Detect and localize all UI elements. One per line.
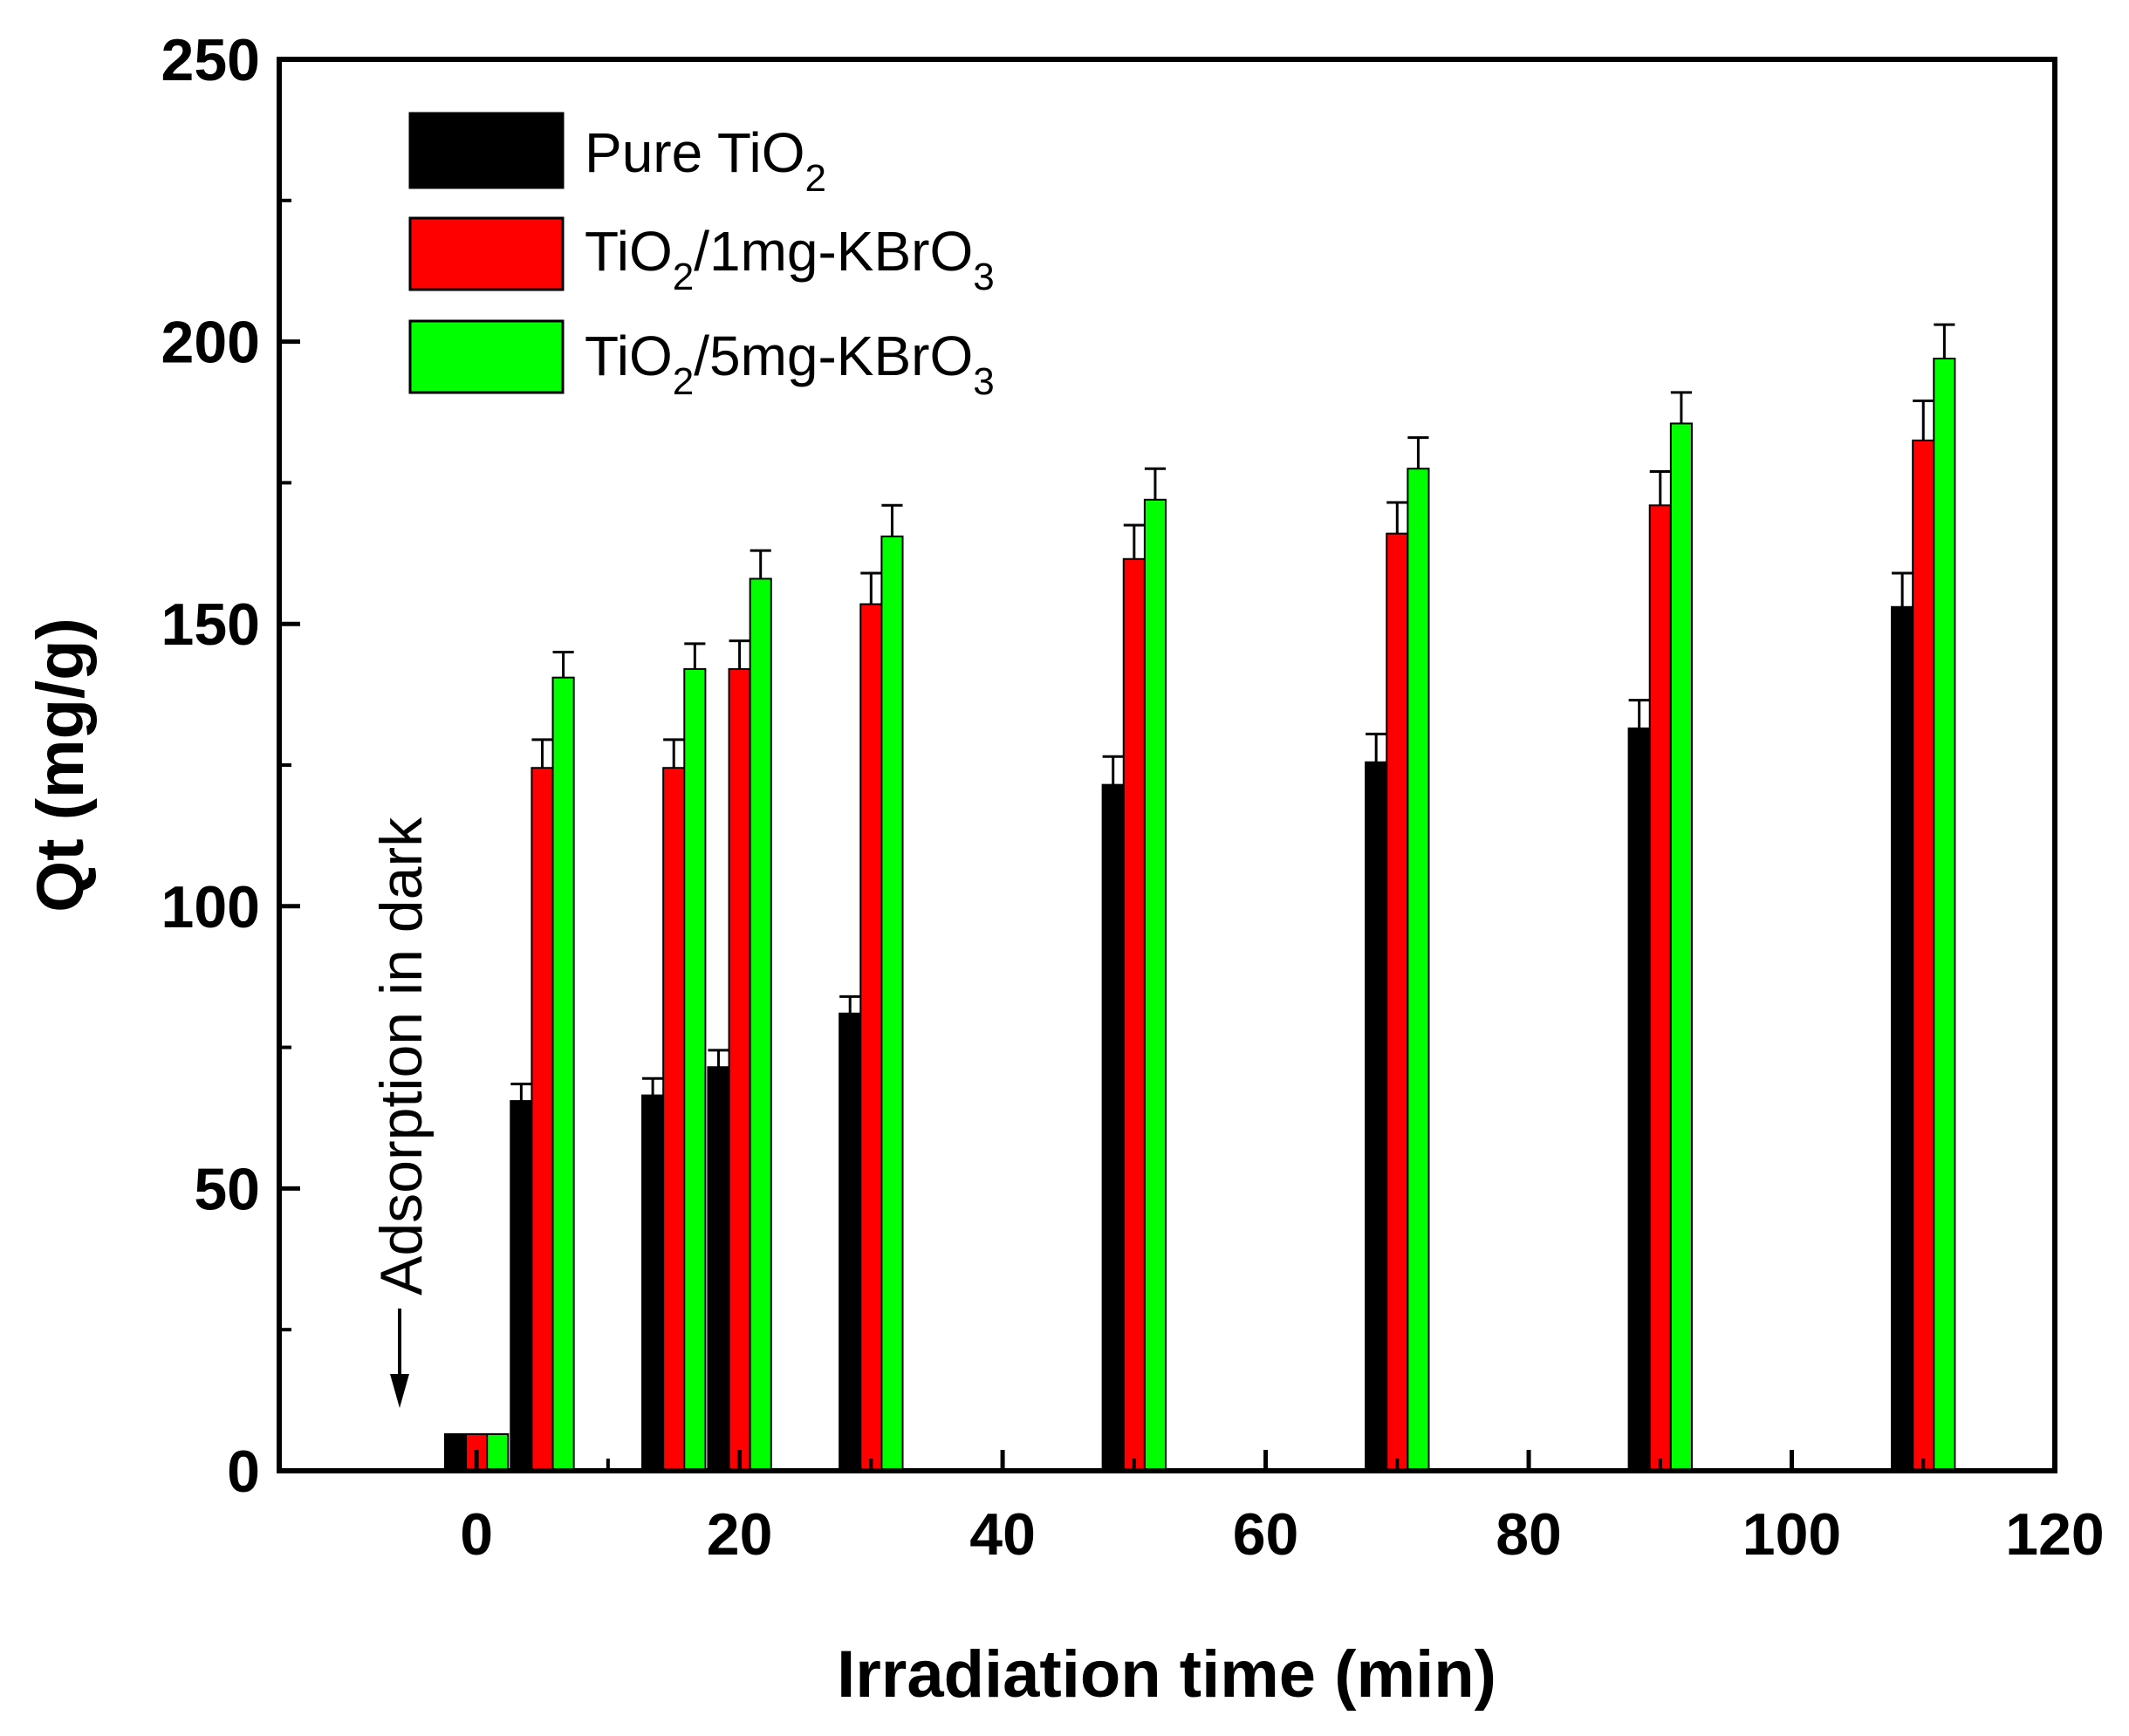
bar-2-5 bbox=[1143, 498, 1167, 1472]
bar-0-0 bbox=[443, 1432, 468, 1473]
bar-1-7 bbox=[1648, 504, 1672, 1473]
bar-1-6 bbox=[1386, 532, 1409, 1473]
bar-0-5 bbox=[1101, 783, 1125, 1472]
x-tick-label-5: 100 bbox=[1742, 1501, 1841, 1568]
bar-2-8 bbox=[1933, 358, 1956, 1472]
bar-2-6 bbox=[1407, 468, 1430, 1472]
x-tick-label-0: 0 bbox=[460, 1501, 493, 1568]
bar-2-7 bbox=[1669, 422, 1693, 1473]
legend-label-5mg: TiO2/5mg-KBrO3 bbox=[585, 325, 995, 403]
x-tick-label-6: 120 bbox=[2005, 1501, 2104, 1568]
bar-1-1 bbox=[531, 767, 554, 1472]
x-tick-label-3: 60 bbox=[1233, 1501, 1299, 1568]
bar-0-2 bbox=[641, 1094, 665, 1473]
y-tick-label-3: 150 bbox=[161, 591, 260, 658]
bar-0-1 bbox=[510, 1100, 533, 1472]
adsorption-annotation: Adsorption in dark bbox=[368, 817, 435, 1295]
y-tick-label-2: 100 bbox=[161, 874, 260, 940]
legend-label-pure-tio2: Pure TiO2 bbox=[585, 121, 826, 200]
bar-0-7 bbox=[1627, 727, 1651, 1472]
bar-1-4 bbox=[859, 603, 883, 1472]
x-tick-label-4: 80 bbox=[1496, 1501, 1562, 1568]
x-axis-title: Irradiation time (min) bbox=[837, 1637, 1496, 1712]
y-tick-labels: 0 50 100 150 200 250 bbox=[161, 27, 260, 1505]
axis-ticks bbox=[279, 57, 2057, 1473]
bar-2-0 bbox=[486, 1432, 510, 1473]
x-tick-label-2: 40 bbox=[969, 1501, 1036, 1568]
bar-2-3 bbox=[749, 578, 772, 1472]
y-tick-label-0: 0 bbox=[227, 1439, 260, 1505]
bars-layer bbox=[443, 358, 1956, 1473]
bar-0-3 bbox=[707, 1066, 730, 1472]
bar-1-2 bbox=[662, 767, 686, 1472]
bar-2-4 bbox=[880, 535, 904, 1472]
bar-0-4 bbox=[839, 1012, 862, 1472]
x-tick-label-1: 20 bbox=[707, 1501, 773, 1568]
bar-2-1 bbox=[551, 676, 575, 1472]
legend-swatch-1mg bbox=[408, 216, 565, 291]
legend-label-1mg: TiO2/1mg-KBrO3 bbox=[585, 220, 995, 298]
legend: Pure TiO2 TiO2/1mg-KBrO3 TiO2/5mg-KBrO3 bbox=[408, 112, 995, 403]
x-tick-labels: 0 20 40 60 80 100 120 bbox=[460, 1501, 2105, 1568]
bar-2-2 bbox=[683, 667, 707, 1472]
legend-swatch-5mg bbox=[408, 319, 565, 394]
y-axis-title: Qt (mg/g) bbox=[24, 618, 98, 912]
bar-0-8 bbox=[1891, 605, 1914, 1472]
error-bars-layer bbox=[510, 323, 1955, 1102]
bar-1-3 bbox=[728, 667, 751, 1472]
y-tick-label-1: 50 bbox=[194, 1156, 260, 1222]
legend-swatch-pure-tio2 bbox=[408, 112, 565, 189]
bar-1-8 bbox=[1912, 439, 1935, 1472]
annotation-arrow-head bbox=[390, 1374, 409, 1408]
y-tick-label-5: 250 bbox=[161, 27, 260, 93]
bar-0-6 bbox=[1365, 761, 1388, 1472]
bar-1-5 bbox=[1122, 557, 1146, 1472]
y-tick-label-4: 200 bbox=[161, 310, 260, 376]
